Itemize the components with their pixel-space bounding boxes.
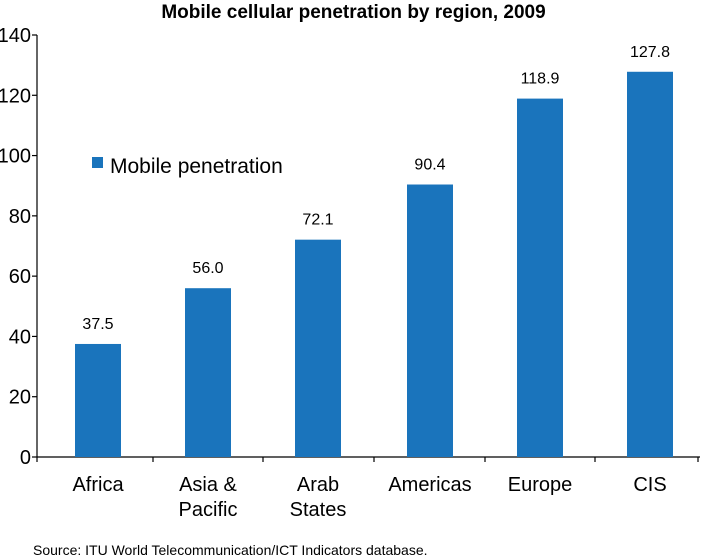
legend-label: Mobile penetration (110, 155, 283, 178)
bar (407, 184, 453, 457)
y-tick-label: 100 (0, 146, 31, 168)
category-label: CIS (633, 474, 666, 496)
bar (295, 239, 341, 457)
y-tick-label: 140 (0, 25, 31, 47)
source-note: Source: ITU World Telecommunication/ICT … (33, 542, 428, 558)
category-label: States (290, 499, 347, 521)
chart-title: Mobile cellular penetration by region, 2… (161, 2, 546, 23)
data-label: 127.8 (630, 44, 670, 61)
data-label: 72.1 (302, 212, 333, 229)
data-label: 90.4 (414, 157, 445, 174)
data-label: 37.5 (82, 316, 113, 333)
category-label: Americas (388, 474, 471, 496)
labels: 37.5 Africa 56.0 Asia & Pacific 72.1 Arab State… (72, 44, 670, 521)
y-tick-label: 80 (9, 206, 31, 228)
bar (627, 71, 673, 457)
legend-swatch (92, 157, 103, 168)
y-tick-label: 40 (9, 326, 31, 348)
bars (75, 71, 673, 457)
legend: Mobile penetration (92, 155, 283, 178)
category-label: Arab (297, 474, 339, 496)
category-label: Pacific (179, 499, 238, 521)
y-tick-label: 0 (20, 447, 31, 469)
bar (75, 343, 121, 457)
bar (185, 288, 231, 457)
data-label: 118.9 (521, 71, 560, 88)
y-tick-label: 60 (9, 266, 31, 288)
y-tick-label: 120 (0, 85, 31, 107)
axes: 0 20 40 60 80 100 120 140 (0, 25, 700, 469)
bar (517, 98, 563, 457)
category-label: Europe (508, 474, 573, 496)
category-label: Africa (72, 474, 124, 496)
category-label: Asia & (179, 474, 237, 496)
y-tick-label: 20 (9, 387, 31, 409)
data-label: 56.0 (192, 260, 223, 277)
